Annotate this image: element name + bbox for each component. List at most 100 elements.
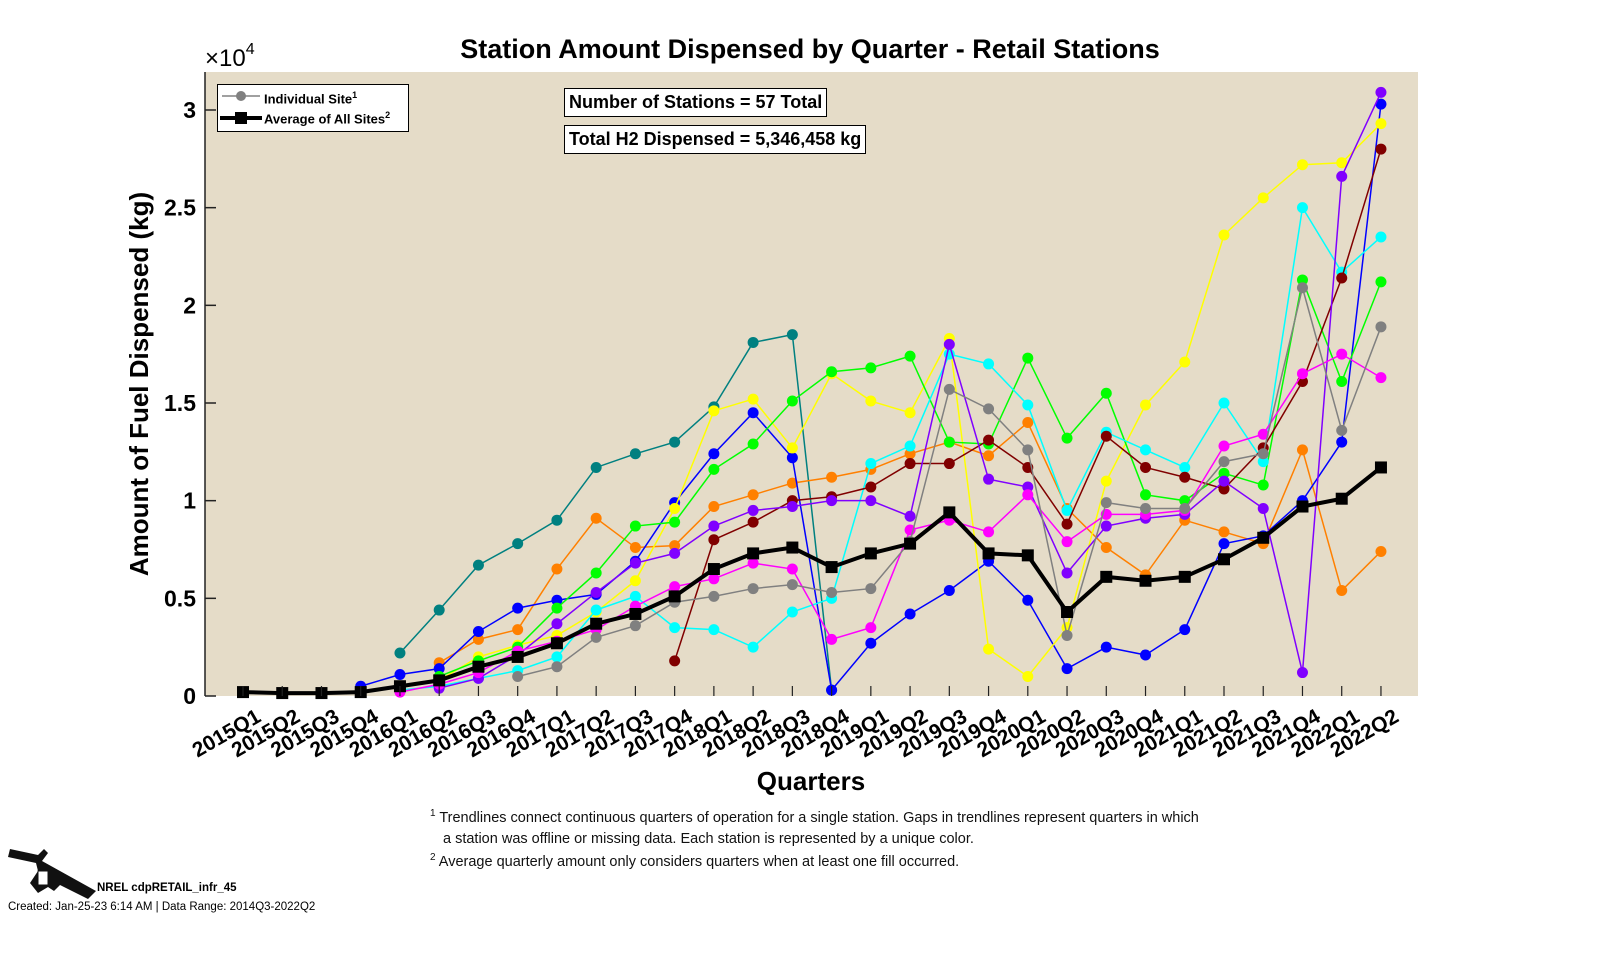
average-point <box>982 547 995 560</box>
site-point <box>1140 399 1152 411</box>
site-series <box>433 274 1387 682</box>
average-point <box>1218 553 1230 566</box>
average-point <box>864 547 877 560</box>
site-point <box>786 501 798 513</box>
site-point <box>1218 526 1230 538</box>
site-point <box>629 590 641 602</box>
site-point <box>943 383 955 395</box>
average-point <box>1296 500 1309 513</box>
site-point <box>983 473 995 485</box>
site-point <box>472 626 484 638</box>
site-point <box>865 362 877 374</box>
average-line <box>242 465 1383 696</box>
footnote-1-cont: a station was offline or missing data. E… <box>443 831 974 847</box>
average-point <box>668 590 681 603</box>
site-point <box>943 436 955 448</box>
site-point <box>1296 159 1308 171</box>
site-point <box>551 514 563 526</box>
site-point <box>1140 489 1152 501</box>
total-dispensed-box: Total H2 Dispensed = 5,346,458 kg <box>564 125 867 154</box>
site-point <box>1100 542 1112 554</box>
average-point <box>825 561 838 574</box>
site-point <box>1179 471 1191 483</box>
site-point <box>786 452 798 464</box>
site-point <box>669 655 681 667</box>
site-point <box>1218 229 1230 241</box>
site-point <box>1257 502 1269 514</box>
average-point <box>511 650 524 663</box>
site-point <box>1100 520 1112 532</box>
site-point <box>1336 272 1348 284</box>
site-point <box>1140 502 1152 514</box>
site-point <box>1218 440 1230 452</box>
site-point <box>708 590 720 602</box>
site-point <box>1179 461 1191 473</box>
site-point <box>747 641 759 653</box>
legend-item-site: Individual Site1 <box>264 90 358 107</box>
site-point <box>1100 387 1112 399</box>
legend-average-marker <box>235 112 247 124</box>
average-point <box>1257 531 1270 544</box>
site-point <box>669 516 681 528</box>
site-point <box>1022 417 1034 429</box>
site-point <box>708 624 720 636</box>
site-point <box>747 516 759 528</box>
site-point <box>669 622 681 634</box>
average-point <box>629 607 642 620</box>
average-point <box>1335 492 1348 505</box>
site-point <box>786 442 798 454</box>
site-point <box>904 440 916 452</box>
site-point <box>865 458 877 470</box>
site-point <box>394 669 406 681</box>
site-point <box>1375 321 1387 333</box>
average-point <box>904 537 917 550</box>
site-point <box>708 448 720 460</box>
site-point <box>1061 504 1073 516</box>
site-point <box>1061 518 1073 530</box>
site-point <box>512 602 524 614</box>
site-point <box>1296 667 1308 679</box>
site-point <box>1296 274 1308 286</box>
plot-area <box>205 72 1418 696</box>
legend: Individual Site1 Average of All Sites2 <box>217 84 409 132</box>
average-point <box>1021 549 1034 562</box>
site-point <box>747 557 759 569</box>
site-point <box>629 520 641 532</box>
site-point <box>590 512 602 524</box>
y-tick-label: 0.5 <box>164 585 196 611</box>
y-tick-label: 1 <box>183 488 196 514</box>
site-point <box>433 604 445 616</box>
site-point <box>904 350 916 362</box>
site-point <box>1218 483 1230 495</box>
site-point <box>1100 641 1112 653</box>
site-point <box>1061 663 1073 675</box>
site-point <box>1218 538 1230 550</box>
site-point <box>943 585 955 597</box>
site-point <box>551 661 563 673</box>
site-point <box>1100 430 1112 442</box>
site-point <box>590 567 602 579</box>
site-point <box>1375 545 1387 557</box>
y-tick-label: 1.5 <box>164 390 196 416</box>
site-point <box>786 563 798 575</box>
site-point <box>708 520 720 532</box>
site-point <box>826 633 838 645</box>
site-point <box>747 504 759 516</box>
site-point <box>472 559 484 571</box>
site-point <box>629 620 641 632</box>
site-point <box>904 448 916 460</box>
site-point <box>708 405 720 417</box>
average-point <box>1139 574 1152 587</box>
site-point <box>1179 624 1191 636</box>
average-point <box>1178 570 1191 583</box>
site-point <box>1375 118 1387 130</box>
average-point <box>590 617 603 630</box>
site-point <box>1336 424 1348 436</box>
site-point <box>826 471 838 483</box>
average-point <box>786 541 799 554</box>
site-point <box>983 434 995 446</box>
y-tick-label: 2.5 <box>164 195 196 221</box>
site-point <box>747 489 759 501</box>
site-point <box>1022 444 1034 456</box>
